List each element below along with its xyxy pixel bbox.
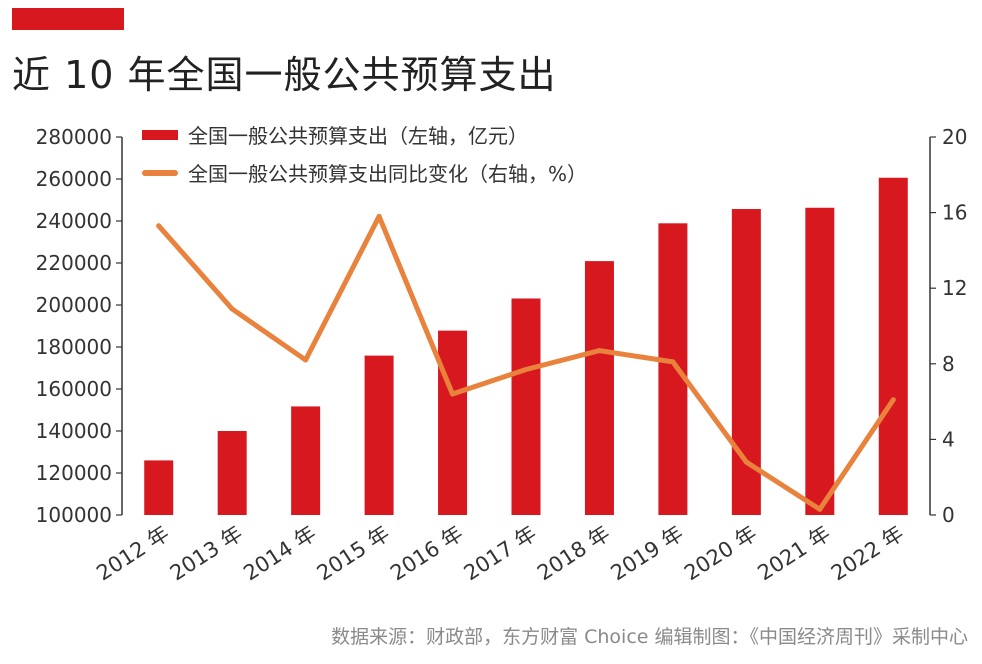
- left-axis-tick-label: 180000: [36, 335, 112, 359]
- x-tick-label: 2012 年: [92, 521, 173, 585]
- right-axis-tick-label: 20: [942, 125, 967, 149]
- left-axis-tick-label: 140000: [36, 419, 112, 443]
- line-point: [376, 213, 382, 219]
- line-series: [156, 213, 896, 512]
- line-point: [817, 506, 823, 512]
- legend-label: 全国一般公共预算支出同比变化（右轴，%）: [188, 162, 587, 186]
- right-axis-tick-label: 8: [942, 352, 955, 376]
- left-axis-tick-label: 120000: [36, 461, 112, 485]
- left-axis-tick-label: 280000: [36, 125, 112, 149]
- bar: [364, 355, 394, 515]
- line-point: [303, 357, 309, 363]
- left-axis-tick-label: 100000: [36, 503, 112, 527]
- bar: [511, 298, 541, 515]
- right-axis: 0 4 8 12 16 20: [929, 125, 967, 527]
- x-tick-label: 2022 年: [827, 521, 908, 585]
- left-axis: 100000 120000 140000 160000 180000 200000 2200…: [36, 125, 123, 527]
- line-point: [890, 397, 896, 403]
- bar: [805, 207, 835, 515]
- left-axis-tick-label: 260000: [36, 167, 112, 191]
- chart: 100000 120000 140000 160000 180000 200000 2200…: [36, 124, 968, 585]
- left-axis-tick-label: 160000: [36, 377, 112, 401]
- legend-swatch-line: [142, 170, 178, 176]
- line-point: [156, 223, 162, 229]
- bar: [878, 177, 908, 516]
- line-point: [450, 391, 456, 397]
- line-point: [743, 459, 749, 465]
- right-axis-tick-label: 0: [942, 503, 955, 527]
- legend-label: 全国一般公共预算支出（左轴，亿元）: [188, 124, 528, 148]
- right-axis-tick-label: 4: [942, 427, 955, 451]
- right-axis-tick-label: 16: [942, 201, 967, 225]
- x-tick-label: 2018 年: [533, 521, 614, 585]
- x-tick-label: 2021 年: [753, 521, 834, 585]
- x-tick-label: 2015 年: [313, 521, 394, 585]
- bar: [584, 261, 614, 515]
- source-note: 数据来源：财政部，东方财富 Choice 编辑制图：《中国经济周刊》采制中心: [331, 626, 968, 648]
- line-point: [670, 359, 676, 365]
- bar: [658, 223, 688, 515]
- legend-swatch-bar: [142, 130, 178, 140]
- x-tick-label: 2013 年: [166, 521, 247, 585]
- bar: [291, 406, 321, 515]
- left-axis-tick-label: 220000: [36, 251, 112, 275]
- header-accent-bar: [12, 8, 124, 30]
- x-tick-label: 2017 年: [460, 521, 541, 585]
- x-tick-label: 2020 年: [680, 521, 761, 585]
- x-tick-label: 2016 年: [386, 521, 467, 585]
- line-point: [596, 348, 602, 354]
- line-point: [229, 306, 235, 312]
- x-tick-label: 2014 年: [239, 521, 320, 585]
- bar-series: [144, 177, 908, 516]
- bar: [438, 330, 468, 515]
- left-axis-tick-label: 200000: [36, 293, 112, 317]
- bar: [144, 460, 174, 515]
- bar: [217, 431, 247, 515]
- line-point: [523, 366, 529, 372]
- legend: 全国一般公共预算支出（左轴，亿元） 全国一般公共预算支出同比变化（右轴，%）: [142, 124, 587, 186]
- right-axis-tick-label: 12: [942, 276, 967, 300]
- x-tick-label: 2019 年: [607, 521, 688, 585]
- left-axis-tick-label: 240000: [36, 209, 112, 233]
- chart-title: 近 10 年全国一般公共预算支出: [12, 53, 557, 97]
